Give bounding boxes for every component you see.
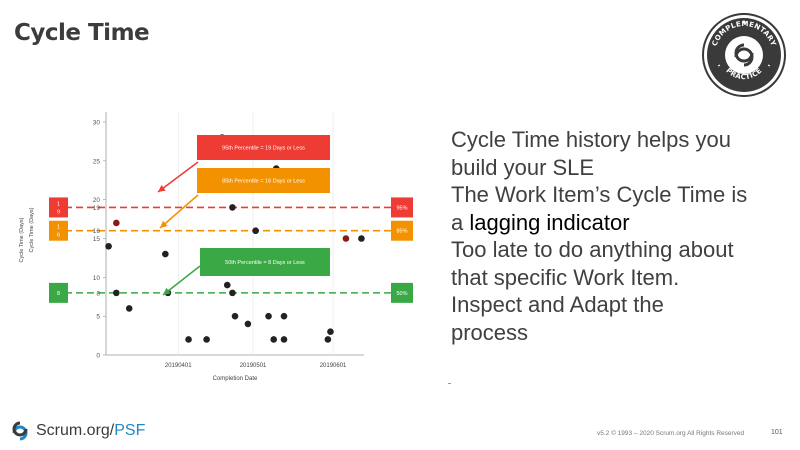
lagging-indicator-emphasis: lagging indicator <box>469 209 630 235</box>
percentile-callout-text: 95th Percentile = 19 Days or Less <box>222 146 305 152</box>
callout-arrow-line <box>162 265 201 296</box>
percentile-pct-tag <box>391 282 413 303</box>
logo-text: Scrum.org/PSF <box>36 422 145 440</box>
percentile-callout-box <box>197 135 330 160</box>
callout-arrowhead <box>160 220 168 228</box>
data-point <box>280 312 288 320</box>
data-point <box>252 227 259 235</box>
data-point <box>342 235 350 242</box>
y-tick-label: 30 <box>93 120 101 127</box>
slide-title: Cycle Time <box>14 20 150 46</box>
copyright-footer: v5.2 © 1993 – 2020 Scrum.org All Rights … <box>597 430 745 437</box>
percentile-pct-label: 50% <box>396 291 407 297</box>
x-tick-label: 20190601 <box>320 363 347 369</box>
y-axis-label-overlay: Cycle Time (Days) <box>29 207 35 252</box>
data-point <box>229 289 236 297</box>
body-line-6: that specific Work Item. <box>451 264 680 290</box>
callout-arrow-line <box>159 194 199 229</box>
body-line-2: build your SLE <box>451 154 595 180</box>
percentile-pct-tag <box>391 197 413 218</box>
percentile-axis-value: 19 <box>93 205 101 212</box>
percentile-pct-tag <box>391 220 413 241</box>
data-point <box>203 336 210 343</box>
slide-body-text: Cycle Time history helps you build your … <box>451 126 796 346</box>
percentile-callout-box <box>200 248 330 276</box>
scrum-logo-icon <box>12 421 28 441</box>
percentile-days-digit: 6 <box>57 233 60 239</box>
data-point <box>244 320 252 328</box>
logo-separator: / <box>109 422 115 439</box>
data-point <box>270 336 278 343</box>
x-tick-label: 20190501 <box>240 363 267 369</box>
data-point <box>125 305 133 312</box>
percentile-pct-label: 95% <box>396 205 407 211</box>
y-axis-label: Cycle Time (Days) <box>19 217 25 262</box>
callout-arrowhead <box>158 185 166 192</box>
body-line-5: Too late to do anything about <box>451 237 734 262</box>
y-tick-label: 10 <box>93 275 101 282</box>
data-point <box>223 281 231 289</box>
data-point <box>324 336 332 343</box>
data-point <box>113 219 120 227</box>
percentile-callout-text: 50th Percentile = 8 Days or Less <box>225 260 305 266</box>
y-tick-label: 0 <box>96 353 100 360</box>
data-point <box>229 204 236 211</box>
percentile-days-tag <box>49 220 68 241</box>
data-point <box>162 250 169 258</box>
data-point <box>358 235 365 242</box>
body-line-1: Cycle Time history helps you <box>451 127 731 152</box>
y-tick-label: 25 <box>93 158 101 165</box>
percentile-days-digit: 1 <box>57 225 60 231</box>
percentile-days-tag <box>49 197 68 218</box>
y-tick-label: 15 <box>93 236 101 243</box>
data-point <box>265 312 272 320</box>
percentile-axis-value: 16 <box>93 228 101 235</box>
complementary-practice-badge: COMPLEMENTARY PRACTICE <box>702 13 786 97</box>
y-tick-label: 5 <box>96 314 100 321</box>
percentile-callout-text: 85th Percentile = 16 Days or Less <box>222 179 305 185</box>
percentile-pct-label: 85% <box>396 229 407 235</box>
percentile-days-tag <box>49 282 68 303</box>
body-line-3: The Work Item’s Cycle Time is <box>451 182 748 207</box>
x-tick-label: 20190401 <box>165 363 192 369</box>
percentile-axis-value: 8 <box>96 290 100 297</box>
data-point <box>185 336 192 343</box>
callout-arrowhead <box>163 287 171 295</box>
percentile-days-digit: 1 <box>57 201 60 207</box>
stray-mark <box>448 383 451 384</box>
percentile-callout-box <box>197 168 330 193</box>
body-line-8: process <box>451 319 529 345</box>
callout-arrow-line <box>157 161 199 193</box>
x-axis-label: Completion Date <box>213 376 258 382</box>
page-number: 101 <box>771 429 783 436</box>
scrum-org-logo: Scrum.org/PSF <box>8 418 145 444</box>
percentile-days-digit: 9 <box>57 209 60 215</box>
body-line-7: Inspect and Adapt the <box>451 292 664 317</box>
percentile-days-digit: 8 <box>57 291 60 297</box>
data-point <box>105 242 112 250</box>
logo-psf-text: PSF <box>114 422 146 439</box>
body-line-4-prefix: a <box>451 209 470 235</box>
data-point <box>280 336 288 343</box>
body-line-4: a lagging indicator <box>451 209 796 237</box>
data-point <box>113 289 120 297</box>
logo-main-text: Scrum.org <box>36 422 110 439</box>
data-point <box>231 312 239 320</box>
y-tick-label: 20 <box>93 197 101 204</box>
data-point <box>327 328 334 336</box>
